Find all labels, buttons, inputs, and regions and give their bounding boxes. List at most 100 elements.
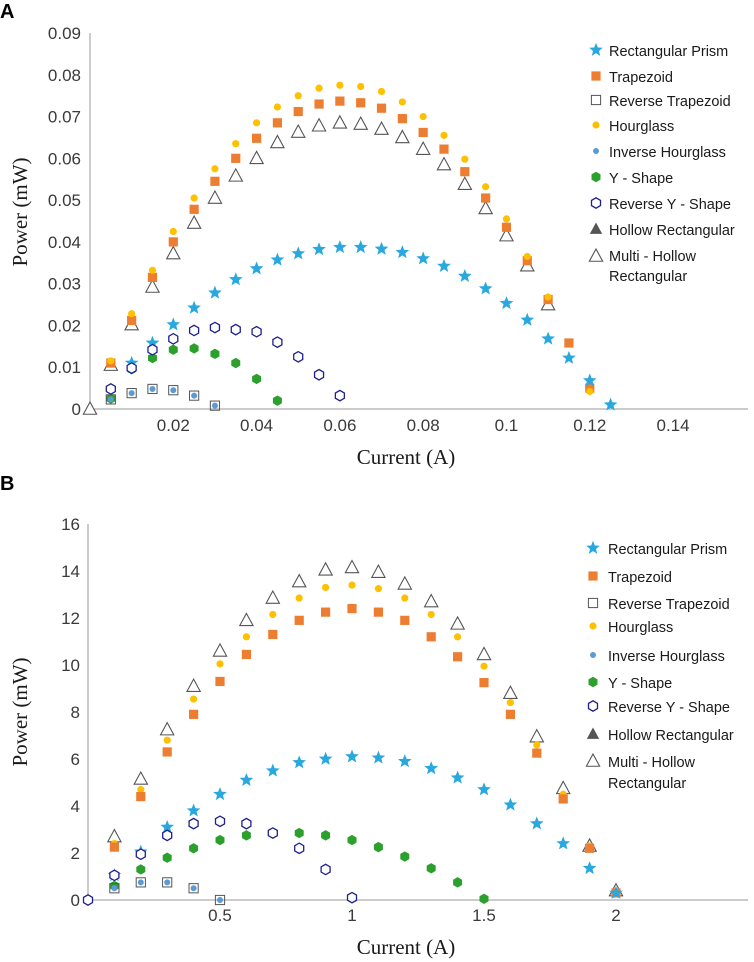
- data-point-hourglass: [374, 585, 382, 593]
- data-point-multi-hollow-rectangular: [165, 245, 181, 260]
- data-point-trapezoid: [215, 676, 225, 687]
- data-point-hourglass: [252, 119, 261, 127]
- y-tick-label: 8: [71, 703, 80, 722]
- data-point-hourglass: [273, 103, 282, 111]
- data-point-reverse-trapezoid: [109, 883, 120, 894]
- x-tick-label: 0.12: [573, 416, 606, 435]
- data-point-reverse-trapezoid: [209, 400, 221, 411]
- data-point-reverse-trapezoid: [214, 894, 226, 906]
- data-point-multi-hollow-rectangular: [82, 400, 98, 415]
- data-point-multi-hollow-rectangular: [269, 134, 285, 149]
- legend-a: Rectangular Prism Trapezoid Reverse Trap…: [588, 42, 735, 285]
- legend-marker-square: [588, 571, 598, 581]
- data-point-multi-hollow-rectangular: [207, 189, 223, 204]
- data-point-rectangular-prism: [208, 285, 222, 299]
- data-point-rectangular-prism: [213, 787, 227, 801]
- data-point-y-shape: [272, 395, 282, 406]
- data-point-reverse-trapezoid: [126, 388, 137, 399]
- data-point-hourglass: [454, 633, 462, 641]
- legend-label: Reverse Y - Shape: [608, 700, 730, 716]
- legend-label: Hourglass: [608, 620, 673, 636]
- y-tick-label: 0.09: [48, 24, 81, 43]
- panel-letter-a: A: [0, 1, 14, 23]
- data-point-rectangular-prism: [556, 836, 571, 850]
- data-point-hourglass: [148, 266, 157, 274]
- data-point-inverse-hourglass: [164, 879, 171, 886]
- data-point-reverse-y-shape: [294, 842, 305, 855]
- legend-label: Y - Shape: [608, 676, 672, 692]
- data-point-rectangular-prism: [318, 751, 333, 765]
- data-point-reverse-y-shape: [313, 368, 325, 381]
- y-tick-label: 0.04: [48, 233, 81, 252]
- legend-label: Rectangular: [609, 269, 687, 285]
- data-point-y-shape: [241, 830, 251, 841]
- legend-label: Hollow Rectangular: [608, 728, 734, 744]
- data-point-trapezoid: [418, 127, 428, 138]
- data-point-hourglass: [269, 610, 277, 619]
- data-point-hourglass: [398, 98, 406, 106]
- data-point-rectangular-prism: [416, 251, 431, 265]
- data-point-trapezoid: [162, 747, 172, 757]
- data-point-y-shape: [189, 343, 199, 354]
- data-point-reverse-y-shape: [214, 815, 226, 828]
- data-point-y-shape: [210, 348, 220, 360]
- x-tick-label: 1.5: [472, 906, 496, 925]
- data-point-reverse-y-shape: [346, 891, 358, 904]
- data-point-multi-hollow-rectangular: [450, 615, 466, 630]
- data-point-rectangular-prism: [450, 770, 465, 784]
- data-point-multi-hollow-rectangular: [502, 685, 518, 700]
- data-point-trapezoid: [109, 842, 119, 852]
- x-axis-title-a: Current (A): [357, 445, 456, 469]
- data-point-multi-hollow-rectangular: [238, 612, 254, 627]
- data-point-multi-hollow-rectangular: [423, 593, 439, 608]
- data-point-multi-hollow-rectangular: [311, 117, 327, 132]
- data-point-rectangular-prism: [187, 300, 201, 314]
- legend-label: Reverse Y - Shape: [609, 197, 731, 213]
- data-point-trapezoid: [335, 96, 345, 106]
- data-point-hourglass: [502, 215, 511, 223]
- data-point-rectangular-prism: [529, 816, 544, 830]
- data-point-hourglass: [348, 581, 356, 589]
- legend-b: Rectangular Prism Trapezoid Reverse Trap…: [585, 540, 734, 792]
- data-point-hourglass: [523, 252, 531, 261]
- data-point-trapezoid: [347, 604, 357, 614]
- y-tick-label: 0: [71, 891, 80, 910]
- data-point-hourglass: [544, 293, 552, 301]
- legend-markers-b: [585, 540, 601, 767]
- data-point-rectangular-prism: [582, 861, 597, 875]
- y-tick-label: 0.01: [48, 358, 81, 377]
- data-point-rectangular-prism: [333, 240, 347, 254]
- data-point-rectangular-prism: [437, 258, 451, 272]
- panel-letter-b: B: [0, 473, 14, 495]
- data-point-rectangular-prism: [145, 335, 160, 349]
- data-point-rectangular-prism: [541, 331, 555, 345]
- data-point-rectangular-prism: [291, 246, 306, 260]
- data-point-rectangular-prism: [166, 317, 181, 331]
- legend-label: Hourglass: [609, 119, 674, 135]
- data-point-y-shape: [147, 352, 157, 364]
- data-point-hourglass: [294, 92, 302, 100]
- data-point-multi-hollow-rectangular: [318, 561, 334, 576]
- data-point-rectangular-prism: [374, 241, 389, 255]
- x-tick-labels-a: 0.02 0.04 0.06 0.08 0.1 0.12 0.14: [157, 416, 690, 435]
- data-point-rectangular-prism: [478, 281, 493, 295]
- data-point-hourglass: [295, 594, 303, 602]
- data-point-inverse-hourglass: [137, 879, 144, 886]
- data-point-reverse-trapezoid: [105, 394, 116, 405]
- data-point-rectangular-prism: [603, 397, 618, 411]
- data-point-trapezoid: [241, 649, 251, 660]
- data-point-reverse-trapezoid: [147, 383, 158, 395]
- legend-marker-star: [586, 540, 600, 554]
- data-point-reverse-y-shape: [135, 848, 146, 861]
- legend-marker-hexagon-open: [590, 197, 602, 209]
- y-tick-label: 2: [71, 844, 80, 863]
- legend-label: Inverse Hourglass: [609, 145, 726, 161]
- legend-marker-triangle: [589, 222, 603, 234]
- data-point-trapezoid: [293, 106, 303, 117]
- data-point-inverse-hourglass: [107, 396, 114, 403]
- data-point-rectangular-prism: [582, 373, 597, 387]
- legend-label: Trapezoid: [609, 70, 673, 86]
- data-point-hourglass: [533, 741, 541, 749]
- y-axis-title-a: Power (mW): [8, 157, 32, 266]
- data-point-rectangular-prism: [477, 782, 491, 796]
